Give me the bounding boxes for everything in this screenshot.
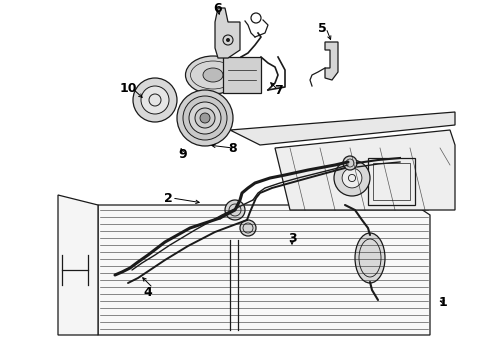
Text: 2: 2	[164, 192, 172, 204]
Polygon shape	[98, 205, 430, 335]
Polygon shape	[275, 130, 455, 210]
Text: 4: 4	[144, 285, 152, 298]
Text: 3: 3	[288, 231, 296, 244]
Text: 1: 1	[439, 296, 447, 309]
Ellipse shape	[186, 56, 241, 94]
Bar	[373, 163, 410, 200]
Ellipse shape	[355, 233, 385, 283]
Ellipse shape	[203, 68, 223, 82]
Circle shape	[141, 86, 169, 114]
Circle shape	[226, 38, 230, 42]
Polygon shape	[58, 195, 98, 335]
Circle shape	[240, 220, 256, 236]
Circle shape	[334, 160, 370, 196]
Polygon shape	[230, 112, 455, 145]
Circle shape	[342, 168, 362, 188]
Circle shape	[133, 78, 177, 122]
Bar	[368, 158, 415, 205]
Circle shape	[189, 102, 221, 134]
Text: 7: 7	[273, 84, 282, 96]
Bar	[223, 57, 261, 93]
Text: 8: 8	[229, 141, 237, 154]
Circle shape	[200, 113, 210, 123]
Circle shape	[195, 108, 215, 128]
Text: 6: 6	[214, 1, 222, 14]
Text: 9: 9	[179, 148, 187, 162]
Circle shape	[343, 156, 357, 170]
Circle shape	[183, 96, 227, 140]
Text: 10: 10	[119, 81, 137, 94]
Circle shape	[225, 200, 245, 220]
Text: 5: 5	[318, 22, 326, 35]
Circle shape	[177, 90, 233, 146]
Polygon shape	[215, 8, 240, 58]
Polygon shape	[325, 42, 338, 80]
